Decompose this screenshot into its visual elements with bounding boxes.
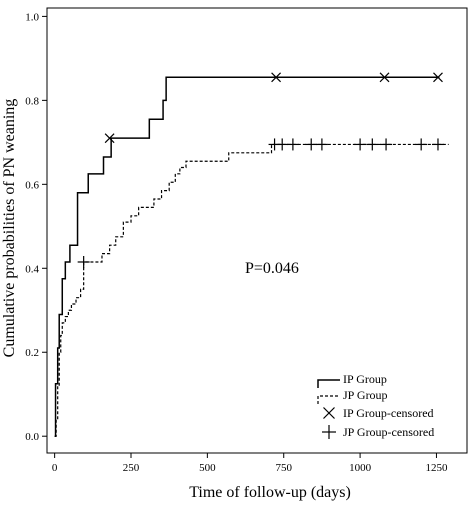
jp-censored-marker: [354, 138, 367, 151]
jp-censored-marker: [77, 255, 90, 268]
ip-censored-marker: [104, 133, 115, 144]
y-tick-label: 0.4: [25, 263, 39, 275]
x-tick-label: 0: [52, 462, 58, 474]
legend: IP Group JP Group IP Group-censored JP Grou…: [317, 372, 434, 439]
x-marker-stroke: [433, 72, 443, 83]
legend-swatch-x: [323, 407, 335, 419]
jp-censored-marker: [366, 138, 379, 151]
x-tick-label: 750: [275, 462, 292, 474]
x-axis-label: Time of follow-up (days): [189, 484, 351, 501]
jp-censored-marker: [305, 138, 318, 151]
legend-swatch-solid: [317, 379, 340, 388]
jp-censored-marker: [276, 138, 289, 151]
x-tick-label: 1250: [425, 462, 448, 474]
legend-item: JP Group: [317, 388, 388, 404]
jp-censored-marker: [431, 138, 444, 151]
y-axis-label: Cumulative probabilities of PN weaning: [1, 99, 18, 358]
x-tick-label: 250: [123, 462, 140, 474]
plot-frame: [46, 7, 468, 454]
y-tick-label: 0.8: [25, 95, 39, 107]
x-marker-stroke: [379, 72, 390, 83]
legend-item: JP Group-censored: [322, 425, 434, 439]
jp-censored-marker: [380, 138, 393, 151]
legend-label: JP Group-censored: [343, 425, 434, 439]
jp-censored-marker: [415, 138, 428, 151]
y-tick-label: 0.6: [25, 179, 39, 191]
x-tick-label: 1000: [349, 462, 372, 474]
y-tick-label: 0.2: [25, 347, 39, 359]
legend-label: JP Group: [343, 388, 388, 402]
x-tick-label: 500: [199, 462, 216, 474]
legend-item: IP Group: [317, 372, 387, 388]
legend-label: IP Group: [343, 372, 387, 386]
jp-group-curve: [54, 143, 449, 437]
y-tick-label: 0.0: [25, 431, 39, 443]
ip-censored-marker: [271, 72, 282, 83]
jp-censored-marker: [315, 138, 328, 151]
x-marker-stroke: [323, 407, 335, 419]
x-marker-stroke: [104, 133, 115, 144]
y-tick-label: 1.0: [25, 11, 39, 23]
p-value-annotation: P=0.046: [245, 260, 299, 277]
ip-censored-marker: [379, 72, 390, 83]
ip-censored-marker: [433, 72, 443, 83]
x-marker-stroke: [271, 72, 282, 83]
legend-label: IP Group-censored: [343, 406, 434, 420]
legend-item: IP Group-censored: [323, 406, 434, 420]
ip-group-curve: [54, 76, 440, 437]
legend-swatch-plus: [322, 425, 336, 439]
jp-censored-marker: [286, 138, 299, 151]
legend-swatch-dashed: [317, 395, 340, 404]
